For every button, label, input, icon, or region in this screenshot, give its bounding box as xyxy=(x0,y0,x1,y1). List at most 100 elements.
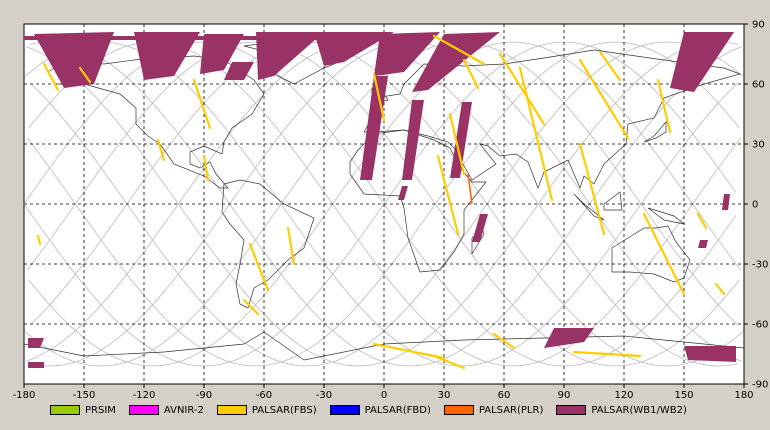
x-tick-label: -60 xyxy=(256,390,272,401)
y-tick-label: -30 xyxy=(752,260,768,271)
fbs-strip xyxy=(372,342,446,360)
wb-swath xyxy=(412,32,500,92)
fbs-strip xyxy=(578,58,630,140)
legend-swatch xyxy=(556,405,587,415)
coastline xyxy=(611,225,691,283)
orbit-track xyxy=(24,41,738,367)
orbit-track xyxy=(24,41,738,367)
coastline xyxy=(603,191,623,211)
fbs-strip xyxy=(696,212,708,230)
fbs-strip xyxy=(202,154,210,182)
fbs-strip xyxy=(518,66,554,202)
x-tick-label: -150 xyxy=(73,390,96,401)
fbs-strip xyxy=(656,78,672,134)
coastline xyxy=(221,179,315,309)
fbs-strip xyxy=(598,50,622,82)
fbs-strip xyxy=(462,58,480,90)
wb-swath xyxy=(256,32,324,80)
palsar-plr-strips xyxy=(467,173,473,205)
y-tick-label: 30 xyxy=(752,140,765,151)
coastline xyxy=(643,121,667,143)
legend-label: PRSIM xyxy=(85,404,116,416)
fbs-strip xyxy=(448,112,466,176)
fbs-strip xyxy=(286,226,296,266)
wb-swath xyxy=(24,36,384,40)
fbs-strip xyxy=(572,350,642,358)
fbs-strip xyxy=(492,332,516,350)
legend-swatch xyxy=(216,405,247,415)
wb-swath xyxy=(200,34,244,74)
legend-item: PALSAR(FBD) xyxy=(329,404,431,416)
wb-swath xyxy=(544,328,594,348)
y-tick-label: -60 xyxy=(752,320,768,331)
wb-swath xyxy=(670,32,734,92)
orbit-track xyxy=(29,41,742,367)
wb-swath xyxy=(398,186,408,200)
y-tick-label: 60 xyxy=(752,80,765,91)
x-tick-label: 60 xyxy=(498,390,511,401)
fbs-strip xyxy=(78,66,92,84)
fbs-strip xyxy=(242,298,260,316)
fbs-strip xyxy=(436,154,460,236)
orbit-track xyxy=(28,41,741,367)
x-tick-label: 30 xyxy=(438,390,451,401)
x-tick-label: -120 xyxy=(133,390,156,401)
fbs-strip xyxy=(248,242,270,292)
fbs-strip xyxy=(192,78,212,130)
fbs-strip xyxy=(42,62,60,92)
wb-swath xyxy=(28,362,44,368)
legend-swatch xyxy=(329,405,360,415)
wb-swath xyxy=(34,32,114,88)
longitude-tick-labels: -180 -150 -120 -90 -60 -30 0 30 60 90 120 150 180 xyxy=(13,384,754,401)
wb-swath xyxy=(472,214,488,242)
x-tick-label: 0 xyxy=(381,390,387,401)
x-tick-label: -180 xyxy=(13,390,36,401)
legend-swatch xyxy=(443,405,474,415)
fbs-strip xyxy=(36,234,42,246)
legend-label: PALSAR(PLR) xyxy=(478,404,544,416)
orbit-tracks xyxy=(23,41,744,367)
fbs-strip xyxy=(642,212,686,296)
fbs-strip xyxy=(498,52,546,126)
fbs-strip xyxy=(578,142,606,236)
plr-strip xyxy=(467,173,473,205)
y-tick-label: 90 xyxy=(752,20,765,31)
orbit-track xyxy=(26,41,739,367)
x-tick-label: 120 xyxy=(614,390,633,401)
legend-item: PALSAR(PLR) xyxy=(443,404,544,416)
wb-swath xyxy=(28,338,44,348)
x-tick-label: -30 xyxy=(316,390,332,401)
orbit-track xyxy=(29,41,742,367)
legend: PRSIM AVNIR-2 PALSAR(FBS) PALSAR(FBD) PALSAR… xyxy=(50,402,700,418)
fbs-strip xyxy=(432,34,486,66)
legend-label: AVNIR-2 xyxy=(163,404,204,416)
x-tick-label: 150 xyxy=(674,390,693,401)
y-tick-label: -90 xyxy=(752,380,768,391)
palsar-fbs-strips xyxy=(36,34,726,370)
legend-label: PALSAR(FBS) xyxy=(251,404,317,416)
legend-item: PALSAR(WB1/WB2) xyxy=(556,405,687,416)
wb-swath xyxy=(722,194,730,210)
x-tick-label: 90 xyxy=(558,390,571,401)
legend-item: AVNIR-2 xyxy=(128,404,204,416)
legend-label: PALSAR(FBD) xyxy=(364,404,431,416)
fbs-strip xyxy=(156,138,166,162)
legend-swatch xyxy=(50,405,80,415)
latitude-tick-labels: 90 60 30 0 -30 -60 -90 xyxy=(744,20,768,391)
wb-swath xyxy=(684,346,736,362)
x-tick-label: 180 xyxy=(734,390,753,401)
legend-item: PALSAR(FBS) xyxy=(216,404,317,416)
fbs-strip xyxy=(432,354,466,370)
coastline xyxy=(573,193,605,221)
wb-swath xyxy=(450,102,472,178)
wb-swath xyxy=(374,32,440,76)
wb-swath xyxy=(402,100,424,180)
legend-label: PALSAR(WB1/WB2) xyxy=(591,404,687,416)
legend-swatch xyxy=(128,405,159,415)
legend-item: PRSIM xyxy=(50,405,116,416)
wb-swath xyxy=(698,240,708,248)
y-tick-label: 0 xyxy=(752,200,758,211)
palsar-wb-swaths xyxy=(24,32,736,368)
wb-swath xyxy=(224,62,254,80)
